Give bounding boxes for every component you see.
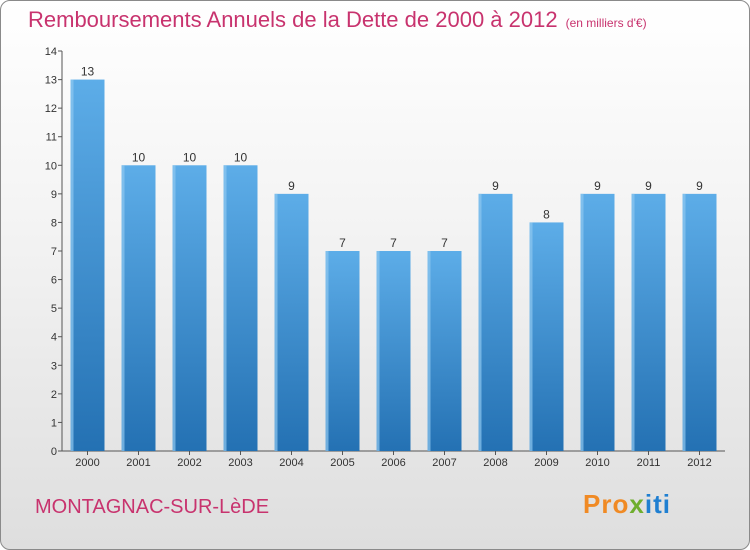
logo-letter: i bbox=[662, 489, 671, 519]
bar-highlight bbox=[529, 222, 533, 451]
bar bbox=[223, 165, 258, 452]
logo-letter: t bbox=[653, 489, 663, 519]
commune-name: MONTAGNAC-SUR-LèDE bbox=[35, 496, 270, 518]
y-tick-label: 13 bbox=[45, 75, 57, 87]
x-tick-label: 2007 bbox=[432, 457, 456, 469]
y-tick-label: 3 bbox=[51, 360, 57, 372]
bar-highlight bbox=[580, 193, 584, 451]
y-tick-label: 9 bbox=[51, 189, 57, 201]
logo-letter: x bbox=[629, 489, 645, 519]
bar bbox=[631, 193, 666, 451]
bar-highlight bbox=[274, 193, 278, 451]
bar-highlight bbox=[325, 251, 329, 451]
data-label: 9 bbox=[594, 179, 601, 193]
x-tick-label: 2000 bbox=[75, 457, 99, 469]
x-tick-label: 2012 bbox=[687, 457, 711, 469]
y-tick-label: 6 bbox=[51, 275, 57, 287]
data-label: 10 bbox=[234, 150, 248, 164]
bar bbox=[478, 193, 513, 451]
bar bbox=[376, 251, 411, 451]
y-tick-label: 10 bbox=[45, 160, 57, 172]
y-tick-label: 14 bbox=[45, 46, 57, 58]
x-tick-label: 2011 bbox=[637, 457, 661, 469]
bar bbox=[172, 165, 207, 452]
logo-letter: r bbox=[601, 489, 613, 519]
bar-highlight bbox=[70, 79, 74, 452]
logo-letter: o bbox=[612, 489, 630, 519]
x-tick-label: 2002 bbox=[177, 457, 201, 469]
x-tick-label: 2001 bbox=[126, 457, 150, 469]
bar bbox=[325, 251, 360, 451]
data-label: 10 bbox=[132, 150, 146, 164]
bar-highlight bbox=[376, 251, 380, 451]
y-tick-label: 0 bbox=[51, 446, 57, 458]
x-tick-label: 2006 bbox=[381, 457, 405, 469]
bar bbox=[427, 251, 462, 451]
logo-letter: i bbox=[644, 489, 654, 519]
chart-title: Remboursements Annuels de la Dette de 20… bbox=[28, 7, 647, 33]
bar-highlight bbox=[427, 251, 431, 451]
x-tick-label: 2003 bbox=[228, 457, 252, 469]
y-tick-label: 4 bbox=[51, 332, 57, 344]
data-label: 13 bbox=[81, 65, 95, 79]
data-label: 9 bbox=[492, 179, 499, 193]
data-label: 9 bbox=[645, 179, 652, 193]
bar bbox=[580, 193, 615, 451]
chart-subtitle: (en milliers d'€) bbox=[565, 16, 647, 30]
bar bbox=[274, 193, 309, 451]
bar-highlight bbox=[631, 193, 635, 451]
logo-text: Proxiti bbox=[583, 489, 671, 519]
bar bbox=[529, 222, 564, 451]
x-tick-label: 2005 bbox=[330, 457, 354, 469]
bar-highlight bbox=[121, 165, 125, 452]
bar-highlight bbox=[223, 165, 227, 452]
chart-title-text: Remboursements Annuels de la Dette de 20… bbox=[28, 7, 558, 32]
data-label: 7 bbox=[390, 236, 397, 250]
data-label: 9 bbox=[288, 179, 295, 193]
bar-highlight bbox=[172, 165, 176, 452]
data-label: 7 bbox=[441, 236, 448, 250]
x-tick-label: 2004 bbox=[279, 457, 303, 469]
bar-highlight bbox=[682, 193, 686, 451]
bars-group: 13 10 10 10 9 7 7 7 9 8 9 9 9 bbox=[70, 65, 717, 452]
y-tick-label: 5 bbox=[51, 303, 57, 315]
data-label: 9 bbox=[696, 179, 703, 193]
data-label: 10 bbox=[183, 150, 197, 164]
x-tick-label: 2008 bbox=[483, 457, 507, 469]
bar bbox=[682, 193, 717, 451]
y-tick-label: 1 bbox=[51, 417, 57, 429]
bar-highlight bbox=[478, 193, 482, 451]
y-tick-label: 7 bbox=[51, 246, 57, 258]
bar bbox=[121, 165, 156, 452]
y-tick-label: 8 bbox=[51, 217, 57, 229]
proxiti-logo: Proxiti bbox=[583, 489, 671, 520]
logo-letter: P bbox=[583, 489, 602, 519]
x-tick-label: 2010 bbox=[585, 457, 609, 469]
data-label: 8 bbox=[543, 207, 550, 221]
y-tick-label: 12 bbox=[45, 103, 57, 115]
bar bbox=[70, 79, 105, 452]
x-tick-label: 2009 bbox=[534, 457, 558, 469]
y-tick-label: 2 bbox=[51, 389, 57, 401]
y-tick-label: 11 bbox=[46, 132, 57, 144]
data-label: 7 bbox=[339, 236, 346, 250]
